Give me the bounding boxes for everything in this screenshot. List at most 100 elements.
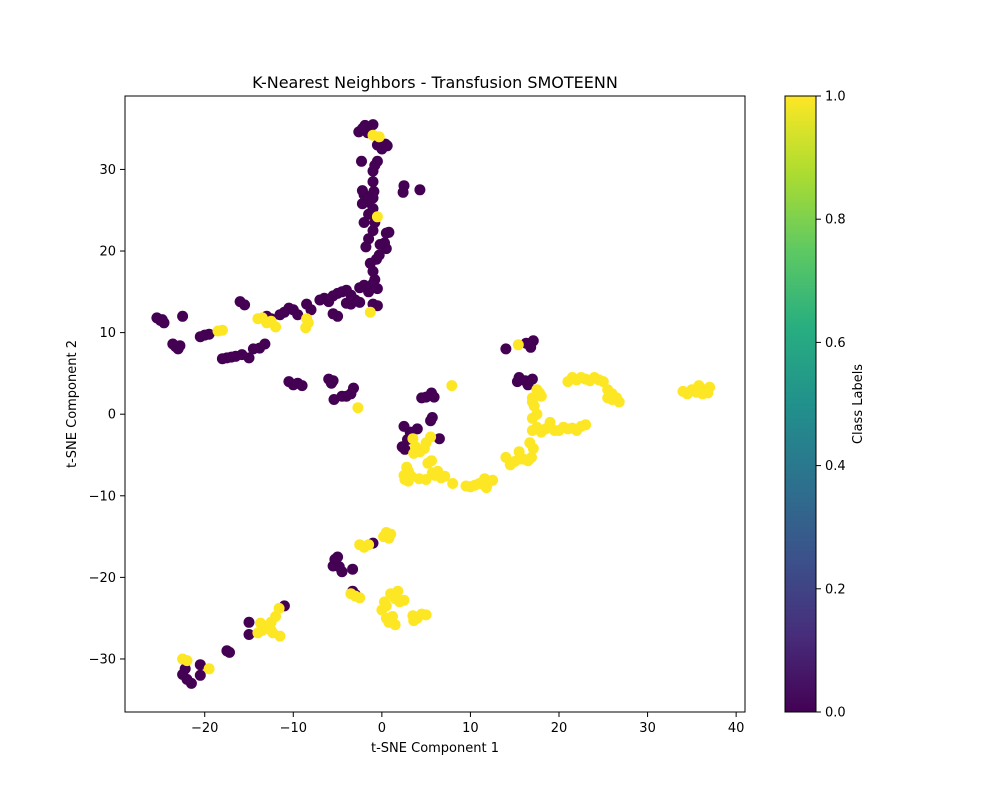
data-point-class-1 <box>363 539 375 551</box>
data-point-class-0 <box>356 198 368 210</box>
data-point-class-1 <box>274 630 286 642</box>
data-point-class-1 <box>606 394 618 405</box>
scatter-points <box>151 119 716 689</box>
data-point-class-0 <box>356 185 368 197</box>
data-point-class-1 <box>526 451 537 463</box>
data-point-class-0 <box>292 309 304 321</box>
data-point-class-1 <box>544 416 556 428</box>
data-point-class-0 <box>527 335 539 347</box>
y-axis-label: t-SNE Component 2 <box>65 340 80 468</box>
data-point-class-0 <box>371 283 383 295</box>
data-point-class-0 <box>347 563 359 575</box>
data-point-class-1 <box>408 447 420 459</box>
data-point-class-0 <box>411 423 423 435</box>
data-point-class-0 <box>259 338 271 350</box>
data-point-class-0 <box>363 233 375 245</box>
data-point-class-0 <box>425 415 437 427</box>
x-axis-ticks: −20 −10 0 10 20 30 40 <box>191 712 744 736</box>
data-point-class-1 <box>512 339 524 351</box>
y-tick-label: −10 <box>89 489 116 504</box>
data-point-class-0 <box>296 380 308 392</box>
y-tick-label: −30 <box>89 652 116 667</box>
x-tick-label: 30 <box>639 721 656 736</box>
data-point-class-0 <box>381 140 393 152</box>
data-point-class-1 <box>203 663 215 675</box>
data-point-class-1 <box>379 596 390 608</box>
data-point-class-1 <box>446 380 458 392</box>
data-point-class-0 <box>433 433 445 445</box>
data-point-class-0 <box>367 176 379 188</box>
data-point-class-0 <box>194 659 206 671</box>
data-point-class-0 <box>371 155 383 167</box>
data-point-class-0 <box>397 186 409 198</box>
data-point-class-0 <box>380 243 392 255</box>
data-point-class-1 <box>352 402 364 414</box>
data-point-class-0 <box>243 616 255 628</box>
plot-frame <box>124 95 746 713</box>
x-tick-label: 40 <box>728 721 745 736</box>
data-point-class-0 <box>367 265 379 277</box>
data-point-class-1 <box>408 615 420 627</box>
data-point-class-1 <box>693 380 705 392</box>
chart-title: K-Nearest Neighbors - Transfusion SMOTEE… <box>252 73 618 92</box>
data-point-class-1 <box>300 322 312 334</box>
data-point-class-0 <box>156 314 168 326</box>
data-point-class-0 <box>185 677 197 689</box>
data-point-class-1 <box>392 585 404 597</box>
data-point-class-0 <box>371 300 383 312</box>
data-point-class-0 <box>373 249 385 261</box>
y-axis-ticks: −30 −20 −10 0 10 20 30 <box>89 163 125 667</box>
data-point-class-1 <box>364 306 376 318</box>
y-tick-label: 20 <box>99 245 116 260</box>
data-point-class-0 <box>358 217 370 228</box>
data-point-class-1 <box>580 419 592 431</box>
data-point-class-0 <box>383 226 395 238</box>
data-point-class-1 <box>354 592 366 604</box>
data-point-class-0 <box>369 274 381 286</box>
data-point-class-0 <box>356 155 367 167</box>
data-point-class-1 <box>439 470 451 482</box>
data-point-class-0 <box>368 186 380 197</box>
colorbar <box>784 95 817 713</box>
colorbar-tick-label: 0.6 <box>825 336 846 351</box>
data-point-class-1 <box>181 655 193 667</box>
data-point-class-0 <box>500 343 512 355</box>
y-tick-label: 10 <box>99 326 116 341</box>
data-point-class-0 <box>305 304 317 316</box>
x-tick-label: 20 <box>551 721 568 736</box>
data-point-class-1 <box>534 387 545 399</box>
data-point-class-0 <box>340 297 352 309</box>
data-point-class-1 <box>270 321 282 333</box>
colorbar-ticks: 0.0 0.2 0.4 0.6 0.8 1.0 <box>816 90 846 721</box>
data-point-class-1 <box>216 324 228 336</box>
data-point-class-0 <box>203 328 215 340</box>
data-point-class-1 <box>398 594 410 606</box>
data-point-class-1 <box>385 528 397 540</box>
data-point-class-1 <box>426 455 437 467</box>
data-point-class-1 <box>487 474 499 486</box>
data-point-class-1 <box>389 619 401 631</box>
x-tick-label: 10 <box>462 721 479 736</box>
colorbar-tick-label: 0.2 <box>825 582 846 597</box>
colorbar-label: Class Labels <box>851 364 866 444</box>
data-point-class-1 <box>524 437 536 449</box>
data-point-class-1 <box>252 627 264 639</box>
data-point-class-1 <box>702 387 714 399</box>
data-point-class-0 <box>348 382 359 394</box>
data-point-class-0 <box>243 629 255 640</box>
y-tick-label: −20 <box>89 571 116 586</box>
data-point-class-1 <box>526 396 538 408</box>
data-point-class-0 <box>327 375 339 387</box>
data-point-class-0 <box>414 184 426 196</box>
data-point-class-0 <box>336 566 348 578</box>
data-point-class-1 <box>420 609 432 621</box>
x-tick-label: −20 <box>191 721 218 736</box>
data-point-class-1 <box>425 431 437 443</box>
data-point-class-0 <box>174 340 186 352</box>
data-point-class-0 <box>327 308 339 320</box>
data-point-class-1 <box>480 482 492 494</box>
x-tick-label: 0 <box>378 721 386 736</box>
data-point-class-0 <box>363 286 375 298</box>
data-point-class-1 <box>371 211 383 223</box>
x-axis-label: t-SNE Component 1 <box>371 741 499 756</box>
